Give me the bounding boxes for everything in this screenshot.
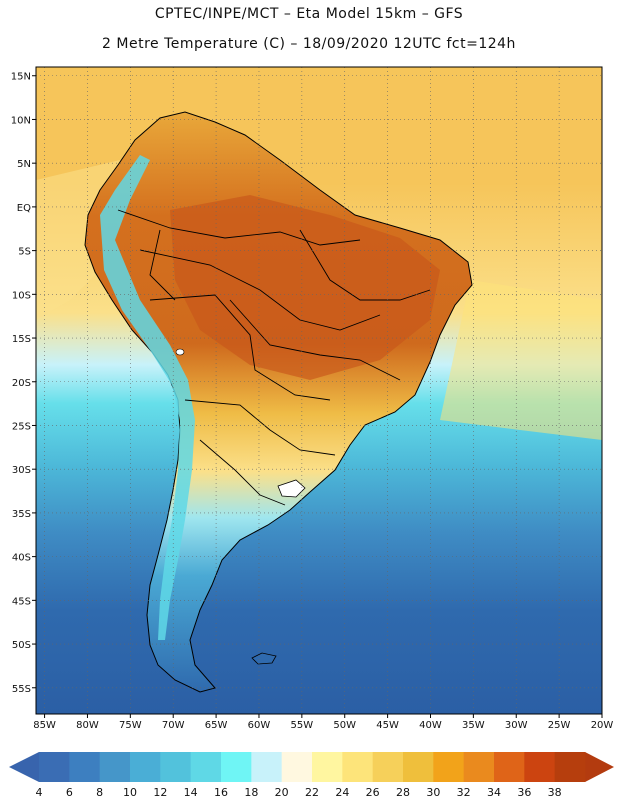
colorbar-swatch [342, 752, 374, 782]
colorbar-swatch [312, 752, 343, 782]
colorbar-swatch [554, 752, 586, 782]
colorbar-swatch [403, 752, 434, 782]
lat-tick-label: 15N [11, 72, 31, 83]
lat-tick-label: 35S [12, 509, 31, 520]
lon-tick-label: 75W [119, 720, 142, 731]
map-plot-area [36, 67, 602, 714]
lon-tick-label: 65W [205, 720, 228, 731]
colorbar-tick-label: 28 [396, 786, 410, 799]
andes-cold-strip [100, 155, 195, 640]
lat-tick-label: 25S [12, 421, 31, 432]
colorbar-swatch [281, 752, 313, 782]
lat-tick-label: EQ [17, 203, 31, 214]
plot-frame [35, 66, 603, 715]
lat-tick-label: 15S [12, 334, 31, 345]
colorbar-tick-label: 10 [123, 786, 137, 799]
colorbar-swatch [99, 752, 131, 782]
lon-tick-label: 50W [333, 720, 356, 731]
colorbar-swatch [130, 752, 161, 782]
colorbar-tick-label: 32 [457, 786, 471, 799]
colorbar-tick-label: 6 [66, 786, 73, 799]
colorbar-low-arrow [9, 752, 39, 782]
lat-tick-label: 20S [12, 378, 31, 389]
hot-interior-core [170, 195, 440, 380]
colorbar-tick-label: 24 [335, 786, 349, 799]
lat-tick-label: 5S [18, 247, 31, 258]
lat-tick-label: 45S [12, 596, 31, 607]
colorbar-tick-label: 4 [36, 786, 43, 799]
colorbar-swatch [69, 752, 101, 782]
colorbar-tick-label: 12 [153, 786, 167, 799]
lat-tick-label: 30S [12, 465, 31, 476]
atlantic-warm-band [440, 280, 602, 440]
longitude-axis: 85W 80W 75W 70W 65W 60W 55W 50W 45W 40W 35W 30W 25W 2… [33, 714, 613, 731]
colorbar-swatch [524, 752, 556, 782]
lat-tick-label: 10N [11, 115, 31, 126]
colorbar-tick-label: 36 [517, 786, 531, 799]
lon-tick-label: 20W [591, 720, 614, 731]
latitude-axis: 15N 10N 5N EQ 5S 10S 15S 20S 25S 30S 35S 40S 45S 50S 5… [11, 72, 36, 695]
colorbar-swatch [160, 752, 192, 782]
colorbar-tick-label: 30 [426, 786, 440, 799]
lat-tick-label: 50S [12, 640, 31, 651]
temperature-colorbar: 4 6 8 10 12 14 16 18 20 22 24 26 28 30 32 34 36 38 [9, 752, 614, 799]
lon-tick-label: 45W [376, 720, 399, 731]
colorbar-swatch [39, 752, 70, 782]
lake-titicaca [175, 348, 185, 356]
lon-tick-label: 35W [462, 720, 485, 731]
colorbar-swatch [190, 752, 222, 782]
map-title-line-2: 2 Metre Temperature (C) – 18/09/2020 12U… [102, 36, 516, 52]
colorbar-tick-label: 38 [548, 786, 562, 799]
colorbar-swatch [221, 752, 252, 782]
colorbar-tick-label: 20 [275, 786, 289, 799]
colorbar-high-arrow [585, 752, 614, 782]
colorbar-swatch [463, 752, 495, 782]
colorbar-swatch [433, 752, 465, 782]
colorbar-swatch [494, 752, 525, 782]
lat-tick-label: 10S [12, 290, 31, 301]
colorbar-swatch [372, 752, 404, 782]
lat-tick-label: 55S [12, 684, 31, 695]
lat-tick-label: 40S [12, 553, 31, 564]
colorbar-tick-label: 8 [96, 786, 103, 799]
lon-tick-label: 85W [33, 720, 56, 731]
colorbar-swatch [251, 752, 283, 782]
falkland-islands [251, 652, 277, 665]
colorbar-tick-label: 22 [305, 786, 319, 799]
lat-tick-label: 5N [17, 159, 31, 170]
lon-tick-label: 40W [419, 720, 442, 731]
colorbar-tick-label: 16 [214, 786, 228, 799]
lon-tick-label: 25W [548, 720, 571, 731]
colorbar-tick-label: 26 [366, 786, 380, 799]
lon-tick-label: 55W [291, 720, 314, 731]
colorbar-tick-label: 34 [487, 786, 501, 799]
map-title-line-1: CPTEC/INPE/MCT – Eta Model 15km – GFS [154, 6, 464, 22]
country-borders [117, 209, 431, 506]
lon-tick-label: 60W [248, 720, 271, 731]
colorbar-tick-label: 18 [244, 786, 258, 799]
colorbar-tick-label: 14 [184, 786, 198, 799]
lon-tick-label: 80W [76, 720, 99, 731]
lagoa-dos-patos [277, 479, 306, 498]
lon-tick-label: 70W [162, 720, 185, 731]
lon-tick-label: 30W [505, 720, 528, 731]
